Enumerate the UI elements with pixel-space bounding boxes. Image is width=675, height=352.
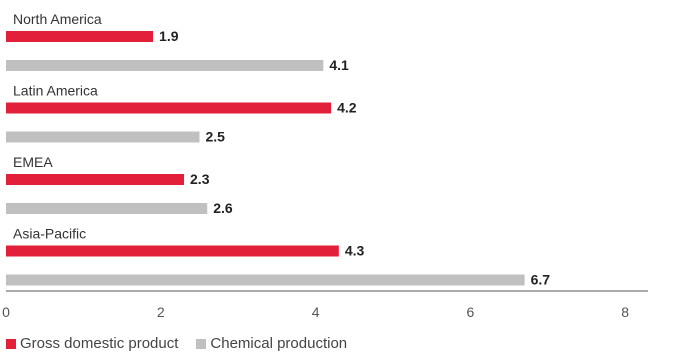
legend-swatch-gdp xyxy=(6,338,16,349)
category-label-emea: EMEA xyxy=(13,154,53,170)
category-label-latin-america: Latin America xyxy=(13,83,98,99)
legend-label-gdp: Gross domestic product xyxy=(20,335,179,352)
bar-chart: North America 1.9 4.1 Latin America 4.2 2.5 EM… xyxy=(2,11,648,320)
value-label-gdp-emea: 2.3 xyxy=(190,171,210,187)
bars-layer: North America 1.9 4.1 Latin America 4.2 2.5 EM… xyxy=(6,11,550,288)
x-tick-label-8: 8 xyxy=(621,304,629,320)
bar-gdp-emea xyxy=(6,174,185,185)
x-tick-labels: 0 2 4 6 8 xyxy=(2,304,629,320)
value-label-gdp-north-america: 1.9 xyxy=(159,28,179,44)
bar-gdp-latin-america xyxy=(6,102,332,114)
bar-chemical-latin-america xyxy=(6,131,200,143)
legend-item-gdp: Gross domestic product xyxy=(6,335,178,352)
value-label-chemical-emea: 2.6 xyxy=(213,200,233,216)
bar-chemical-asia-pacific xyxy=(6,274,525,286)
legend-swatch-chemical xyxy=(196,338,207,349)
value-label-gdp-asia-pacific: 4.3 xyxy=(345,243,365,259)
x-tick-label-2: 2 xyxy=(157,304,165,320)
legend-item-chemical: Chemical production xyxy=(196,335,347,352)
bar-chemical-north-america xyxy=(6,60,324,71)
value-label-chemical-latin-america: 2.5 xyxy=(206,129,226,145)
x-tick-label-6: 6 xyxy=(467,304,475,320)
legend: Gross domestic product Chemical producti… xyxy=(6,335,365,352)
x-tick-label-0: 0 xyxy=(2,304,10,320)
x-tick-label-4: 4 xyxy=(312,304,320,320)
value-label-chemical-north-america: 4.1 xyxy=(329,57,349,73)
bar-chemical-emea xyxy=(6,203,208,214)
legend-label-chemical: Chemical production xyxy=(210,335,348,352)
value-label-chemical-asia-pacific: 6.7 xyxy=(531,272,551,288)
category-label-asia-pacific: Asia-Pacific xyxy=(13,226,86,242)
bar-gdp-north-america xyxy=(6,31,154,42)
category-label-north-america: North America xyxy=(13,11,102,27)
bar-gdp-asia-pacific xyxy=(6,245,339,257)
value-label-gdp-latin-america: 4.2 xyxy=(337,100,357,116)
